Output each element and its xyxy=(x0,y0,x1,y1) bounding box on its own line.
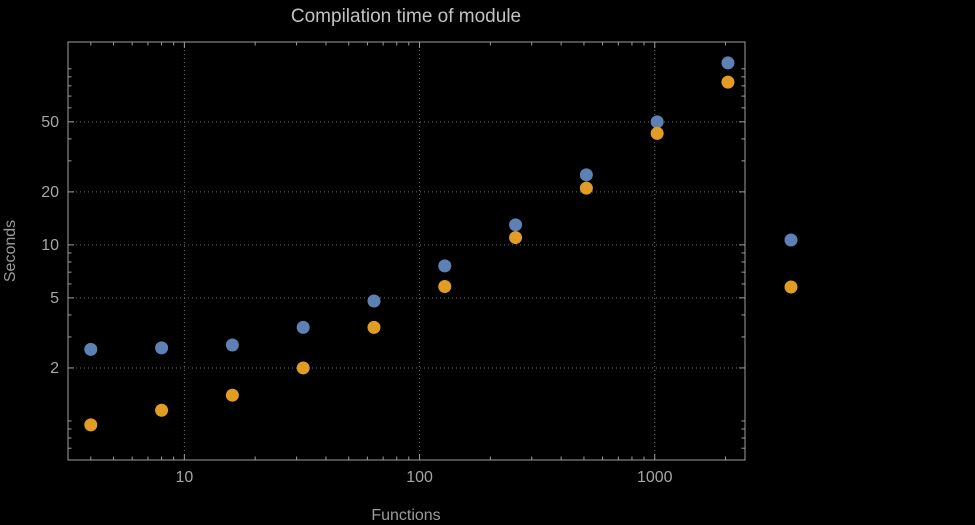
x-tick-label: 10 xyxy=(175,469,193,486)
legend xyxy=(784,233,798,294)
data-point-series-2 xyxy=(84,418,98,432)
data-point-series-2 xyxy=(438,280,452,294)
data-point-series-1 xyxy=(579,168,593,182)
chart-title: Compilation time of module xyxy=(291,6,521,27)
data-point-series-2 xyxy=(225,388,239,402)
data-point-series-2 xyxy=(367,320,381,334)
data-point-series-1 xyxy=(721,56,735,70)
plot-frame: 10 100 1000 2 5 10 20 50 xyxy=(41,41,746,486)
legend-marker-series-2 xyxy=(784,280,798,294)
data-point-series-2 xyxy=(296,361,310,375)
data-point-series-1 xyxy=(367,294,381,308)
y-tick-label: 20 xyxy=(41,184,59,201)
data-point-series-1 xyxy=(650,115,664,129)
data-point-series-1 xyxy=(155,341,169,355)
data-point-series-2 xyxy=(509,231,523,245)
data-point-series-2 xyxy=(155,403,169,417)
data-point-series-2 xyxy=(650,126,664,140)
data-points xyxy=(84,56,735,432)
y-axis-label: Seconds xyxy=(2,220,19,282)
x-tick-label: 100 xyxy=(406,469,433,486)
legend-marker-series-1 xyxy=(784,233,798,247)
data-point-series-2 xyxy=(721,75,735,89)
y-tick-label: 5 xyxy=(50,290,59,307)
data-point-series-1 xyxy=(225,338,239,352)
data-point-series-1 xyxy=(509,218,523,232)
data-point-series-2 xyxy=(579,181,593,195)
frame-border xyxy=(67,41,746,461)
x-tick-label: 1000 xyxy=(637,469,673,486)
x-axis-label: Functions xyxy=(371,507,440,524)
data-point-series-1 xyxy=(438,259,452,273)
y-tick-label: 50 xyxy=(41,114,59,131)
data-point-series-1 xyxy=(296,320,310,334)
y-tick-label: 10 xyxy=(41,237,59,254)
gridlines xyxy=(68,42,745,460)
y-tick-label: 2 xyxy=(50,360,59,377)
data-point-series-1 xyxy=(84,342,98,356)
